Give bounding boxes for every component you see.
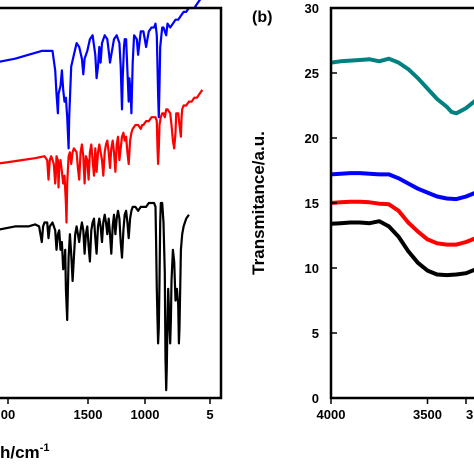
panel-b-y-axis-label: Transmitance/a.u. xyxy=(249,131,268,275)
panel-a-series-blue xyxy=(0,0,202,150)
panel-a-frame xyxy=(0,6,223,400)
panel-a: 00 1500 1000 5 h/cm-1 xyxy=(0,0,223,462)
panel-b-y-tick-label: 5 xyxy=(312,326,319,341)
panel-a-x-tick-label: 1500 xyxy=(74,407,103,422)
panel-a-x-axis-label: h/cm-1 xyxy=(0,442,49,462)
panel-b-y-tick-label: 25 xyxy=(305,66,319,81)
panel-b-series-blue xyxy=(331,171,474,202)
panel-a-x-axis-label-text: h/cm xyxy=(0,443,40,462)
panel-b-x-tick-label: 3500 xyxy=(413,407,442,422)
panel-a-series-red xyxy=(0,89,204,224)
panel-a-x-tick-label: 00 xyxy=(1,407,15,422)
panel-a-x-tick-label: 5 xyxy=(206,407,213,422)
panel-b-x-tick-label: 4000 xyxy=(317,407,346,422)
panel-b-y-tick-label: 30 xyxy=(305,1,319,16)
panel-a-series-black xyxy=(0,201,190,392)
panel-b-y-tick-label: 0 xyxy=(312,391,319,406)
panel-b-series-black xyxy=(331,219,474,278)
panel-b-series-teal xyxy=(331,56,474,116)
panel-b: (b) 0 5 10 15 20 25 30 4000 3500 3 Transmitance/a… xyxy=(249,1,474,422)
panel-b-label: (b) xyxy=(252,9,272,26)
panel-b-y-tick-label: 20 xyxy=(305,131,319,146)
panel-a-x-tick-label: 1000 xyxy=(131,407,160,422)
panel-b-x-tick-label: 3 xyxy=(466,407,473,422)
panel-b-series-red xyxy=(331,199,474,247)
panel-b-y-tick-label: 15 xyxy=(305,196,319,211)
panel-a-x-axis-label-superscript: -1 xyxy=(40,442,50,454)
panel-b-y-tick-label: 10 xyxy=(305,261,319,276)
